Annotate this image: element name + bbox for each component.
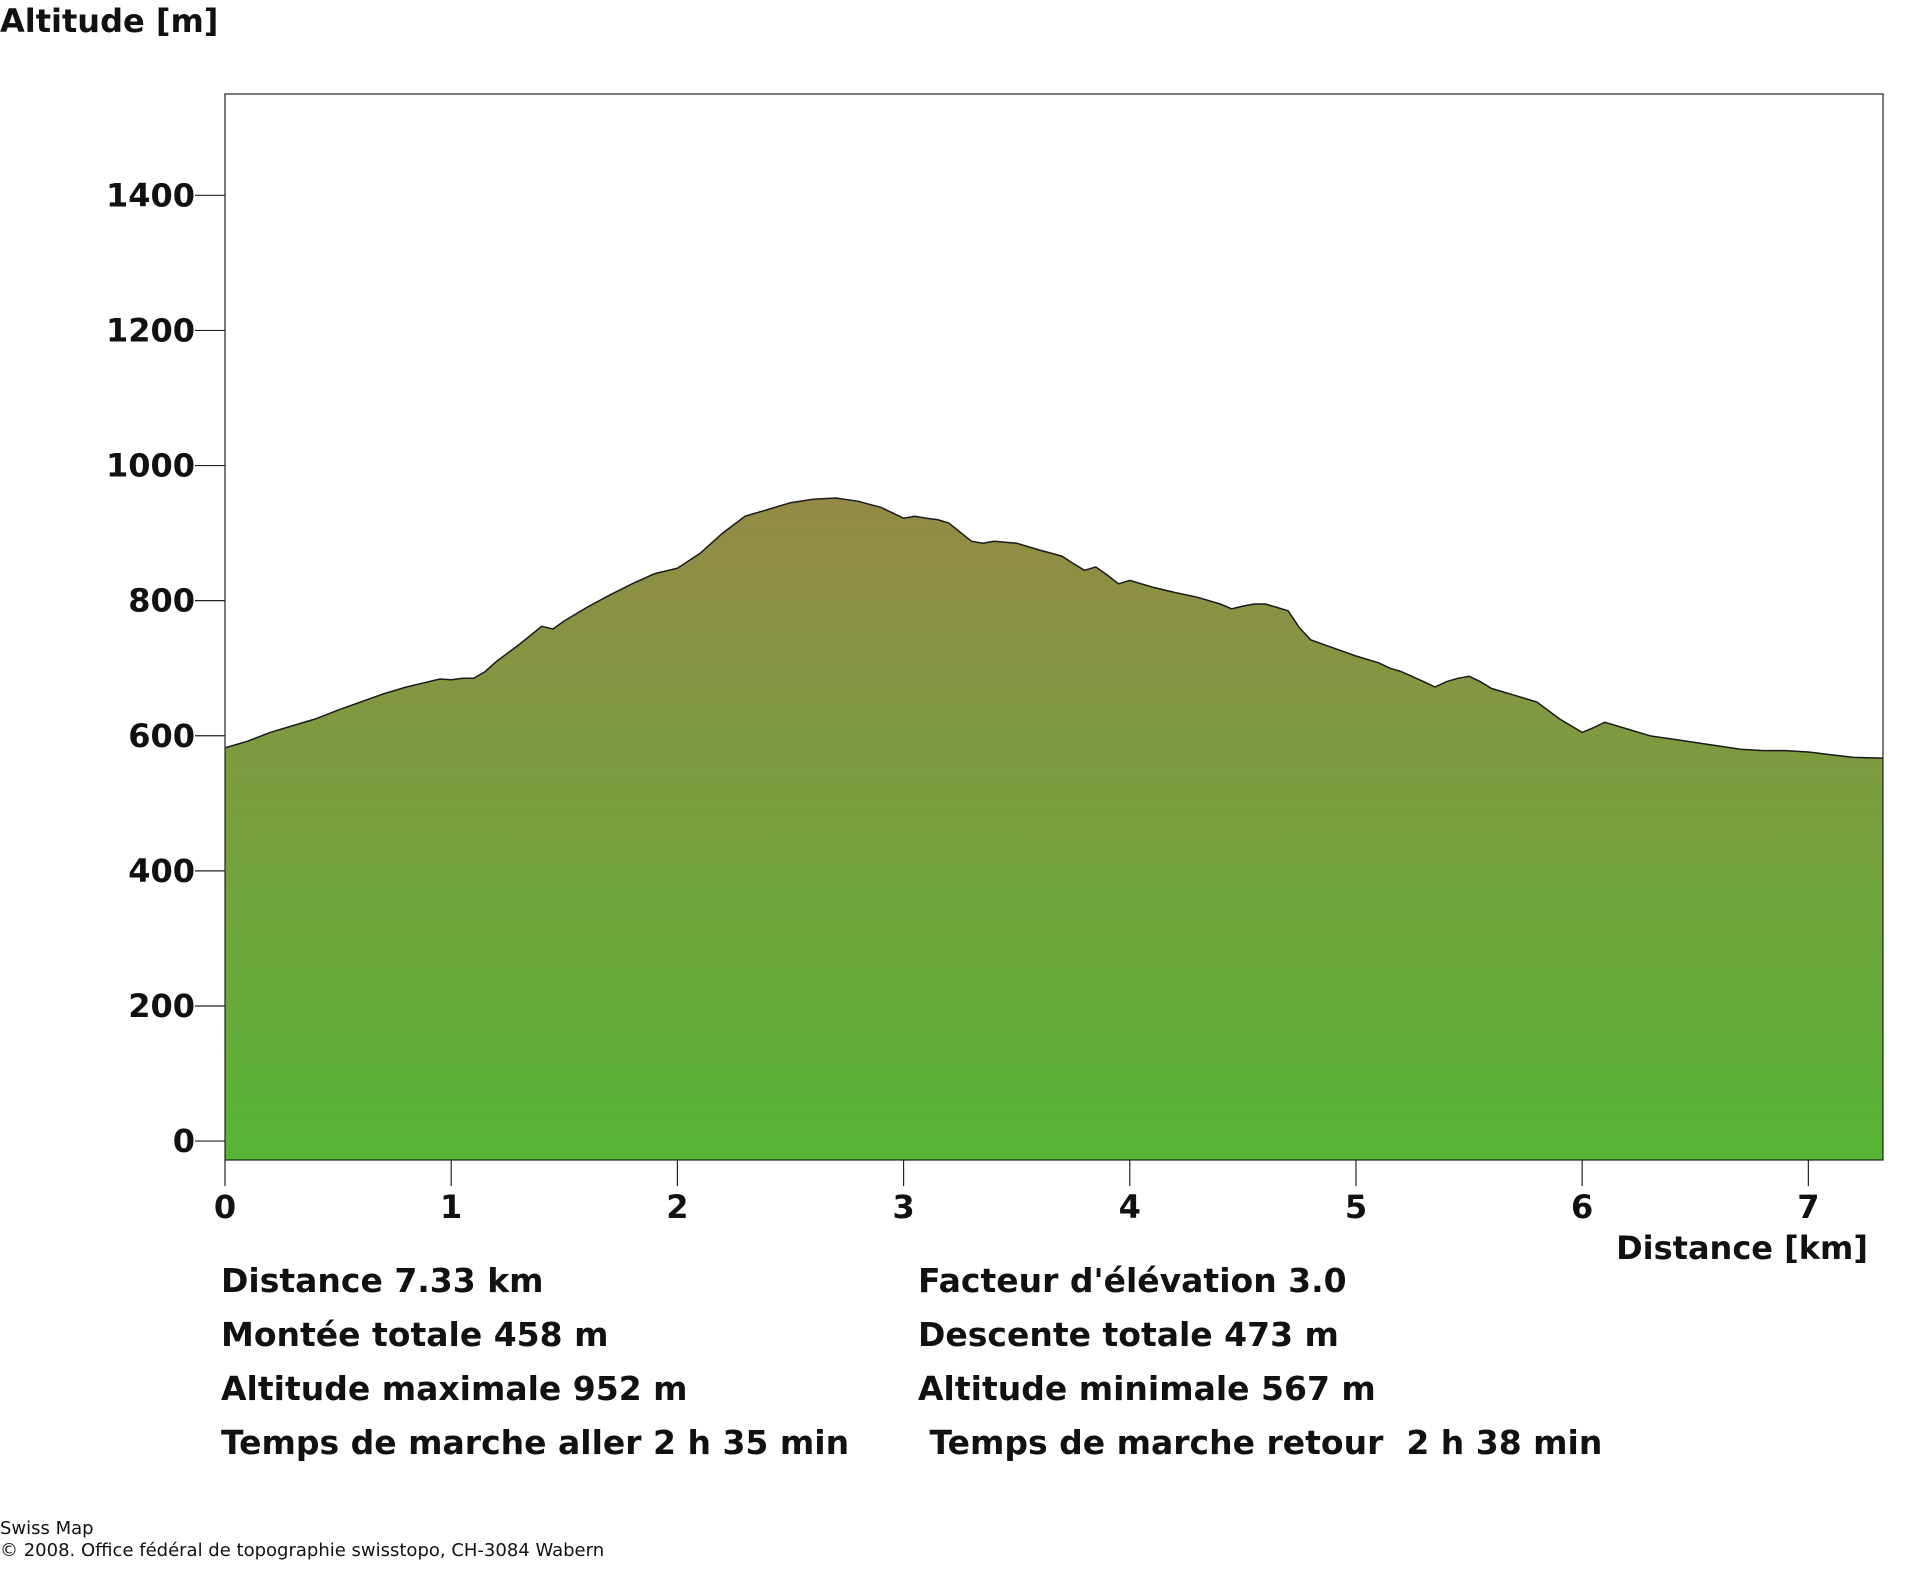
elevation-line xyxy=(224,497,1884,759)
y-tick-label: 0 xyxy=(173,1122,195,1160)
stats-right-column: Facteur d'élévation 3.0 Descente totale … xyxy=(918,1254,1602,1470)
x-tick-label: 0 xyxy=(214,1188,236,1226)
x-tick-label: 5 xyxy=(1345,1188,1367,1226)
y-axis-title: Altitude [m] xyxy=(0,2,218,40)
y-tick-label: 1200 xyxy=(106,311,195,349)
x-axis: 0 1 2 3 4 5 6 7 xyxy=(214,1160,1819,1226)
x-tick-label: 2 xyxy=(666,1188,688,1226)
stat-distance: Distance 7.33 km xyxy=(221,1261,544,1300)
stat-min-altitude: Altitude minimale 567 m xyxy=(918,1369,1376,1408)
y-tick-label: 400 xyxy=(128,852,195,890)
stat-walk-time-return: Temps de marche retour 2 h 38 min xyxy=(918,1423,1603,1462)
copyright-footer: Swiss Map © 2008. Office fédéral de topo… xyxy=(0,1518,604,1562)
plot-frame xyxy=(224,93,1884,1161)
footer-product: Swiss Map xyxy=(0,1518,94,1539)
stat-total-descent: Descente totale 473 m xyxy=(918,1315,1339,1354)
x-axis-title: Distance [km] xyxy=(1616,1229,1868,1267)
y-axis: 0 200 400 600 800 1000 1200 1400 xyxy=(106,176,225,1160)
stat-walk-time-outbound: Temps de marche aller 2 h 35 min xyxy=(221,1423,850,1462)
y-tick-label: 600 xyxy=(128,717,195,755)
stat-total-ascent: Montée totale 458 m xyxy=(221,1315,609,1354)
stat-elevation-factor: Facteur d'élévation 3.0 xyxy=(918,1261,1347,1300)
y-tick-label: 1400 xyxy=(106,176,195,214)
footer-copyright: © 2008. Office fédéral de topographie sw… xyxy=(0,1540,605,1561)
y-tick-label: 200 xyxy=(128,987,195,1025)
x-tick-label: 4 xyxy=(1119,1188,1141,1226)
x-tick-label: 7 xyxy=(1797,1188,1819,1226)
x-tick-label: 3 xyxy=(892,1188,914,1226)
y-tick-label: 800 xyxy=(128,582,195,620)
y-tick-label: 1000 xyxy=(106,447,195,485)
stat-max-altitude: Altitude maximale 952 m xyxy=(221,1369,688,1408)
stats-left-column: Distance 7.33 km Montée totale 458 m Alt… xyxy=(221,1254,849,1470)
elevation-area xyxy=(225,498,1883,1160)
x-tick-label: 6 xyxy=(1571,1188,1593,1226)
x-tick-label: 1 xyxy=(440,1188,462,1226)
